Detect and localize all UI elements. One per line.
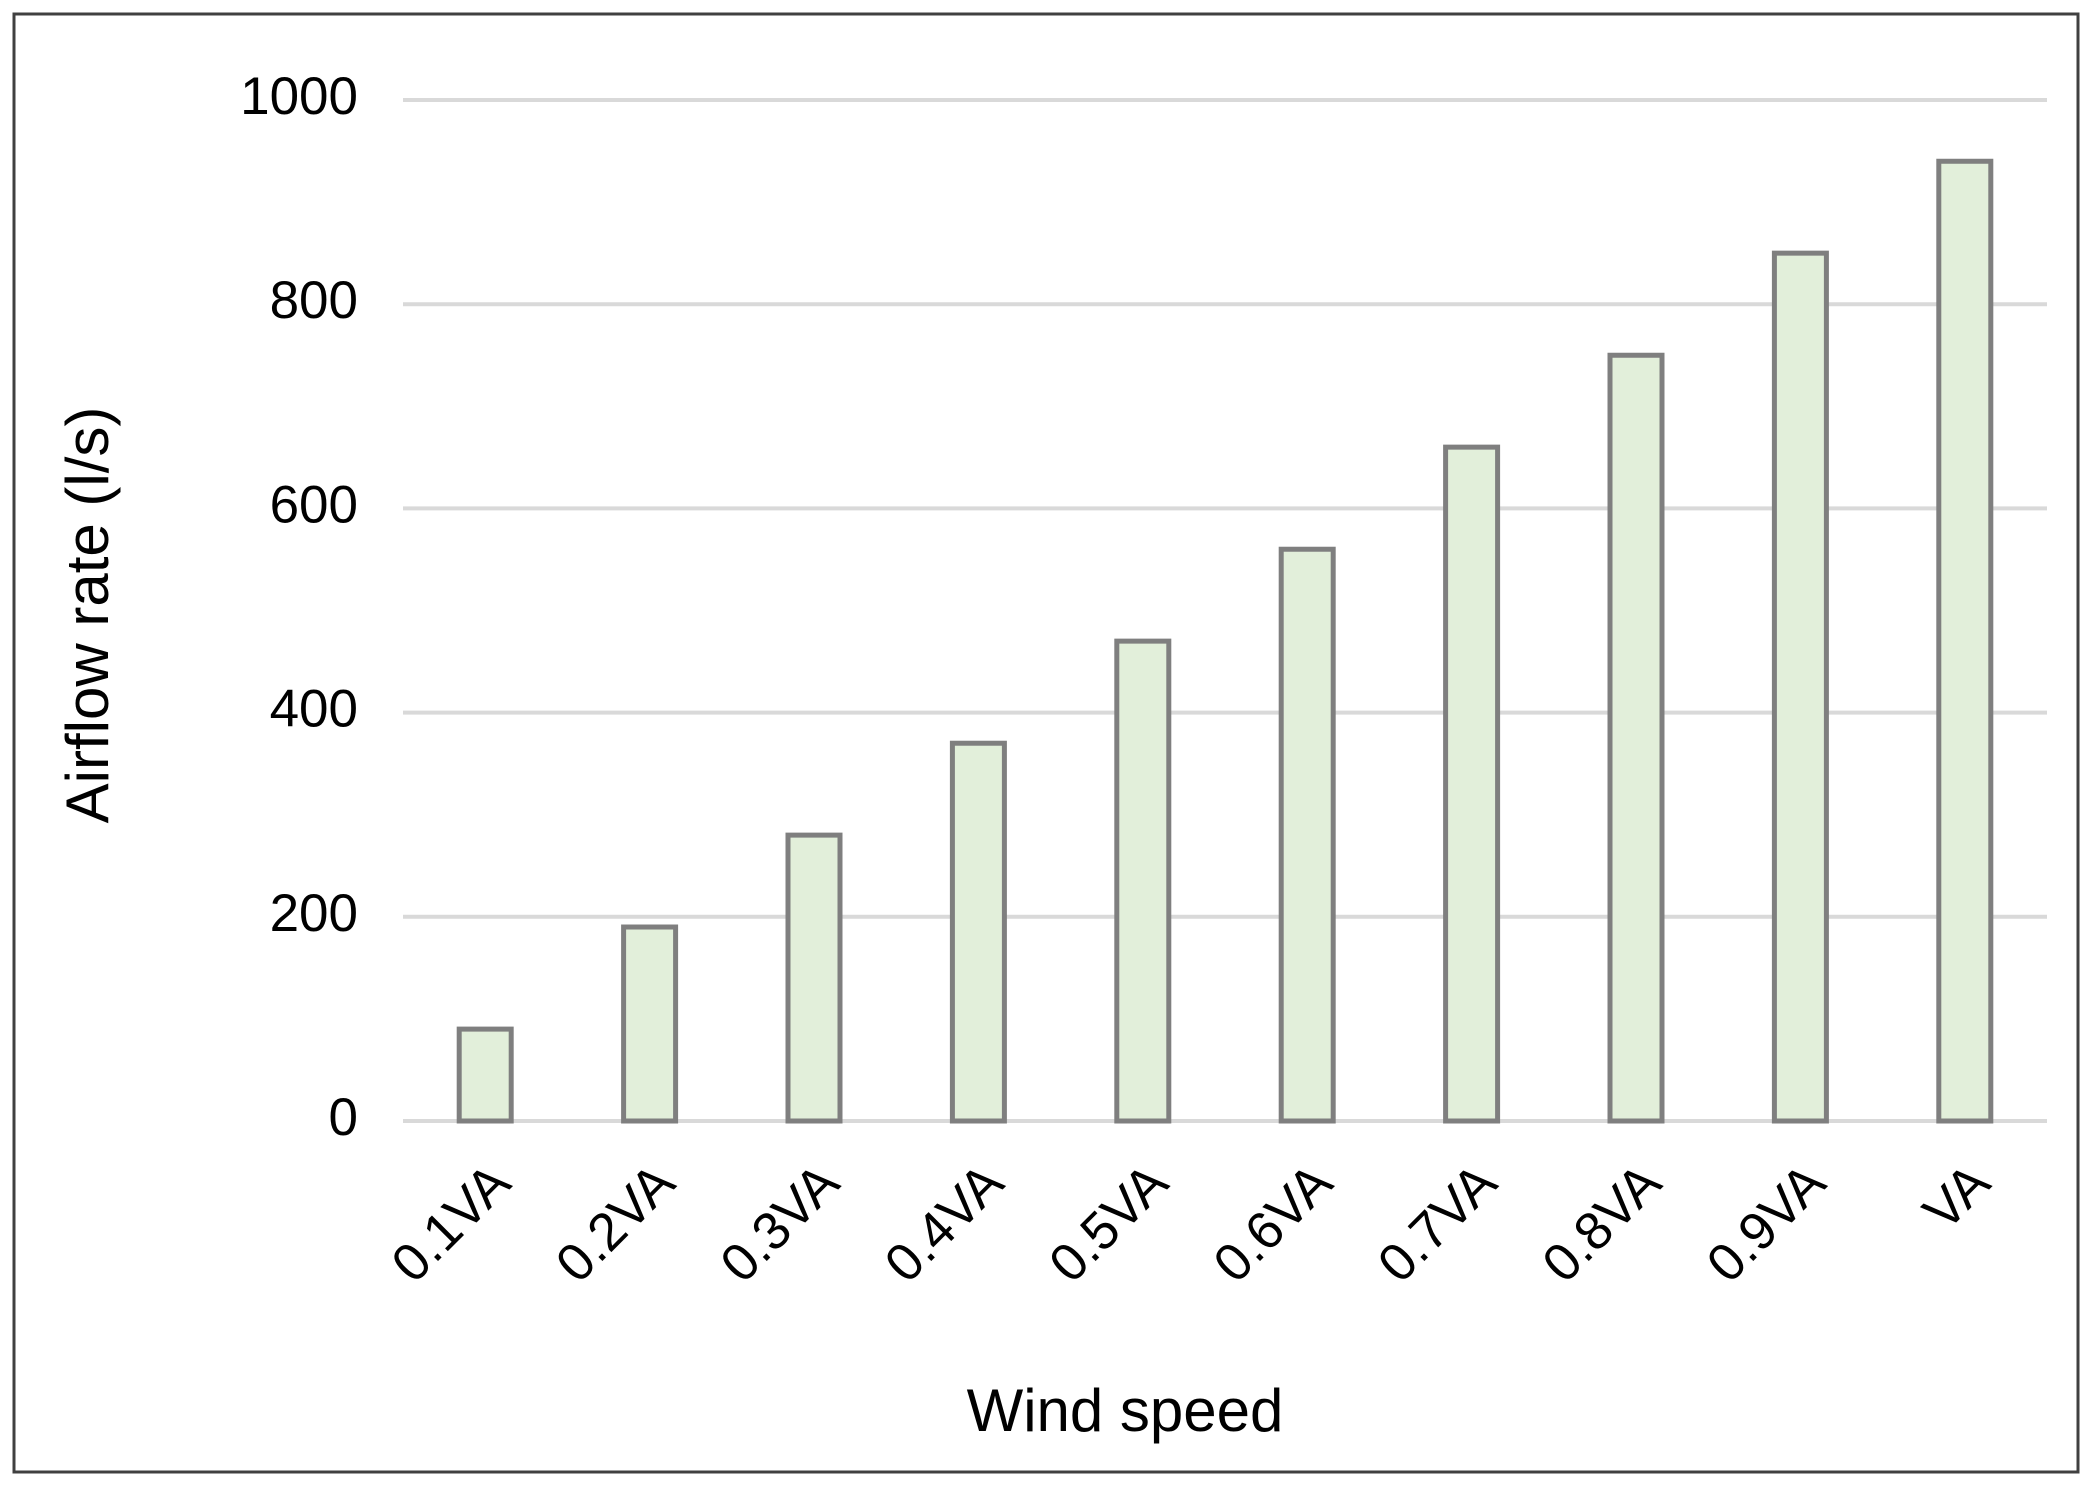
chart-frame: [12, 12, 2080, 1474]
y-tick-label: 800: [270, 271, 358, 330]
bar: [456, 1026, 514, 1124]
y-tick-label: 1000: [240, 67, 358, 126]
y-tick-label: 400: [270, 680, 358, 739]
y-axis-title: Airflow rate (l/s): [54, 407, 121, 824]
bar: [1443, 444, 1501, 1124]
x-axis-title: Wind speed: [967, 1377, 1284, 1444]
bar: [1607, 352, 1665, 1124]
bar: [1771, 250, 1829, 1124]
y-tick-label: 600: [270, 475, 358, 534]
bar: [1936, 158, 1994, 1124]
y-tick-label: 200: [270, 884, 358, 943]
y-tick-label: 0: [329, 1088, 358, 1147]
bar: [949, 740, 1007, 1124]
bar: [1114, 638, 1172, 1124]
bar: [621, 924, 679, 1124]
bar: [1278, 546, 1336, 1124]
bar: [785, 832, 843, 1124]
